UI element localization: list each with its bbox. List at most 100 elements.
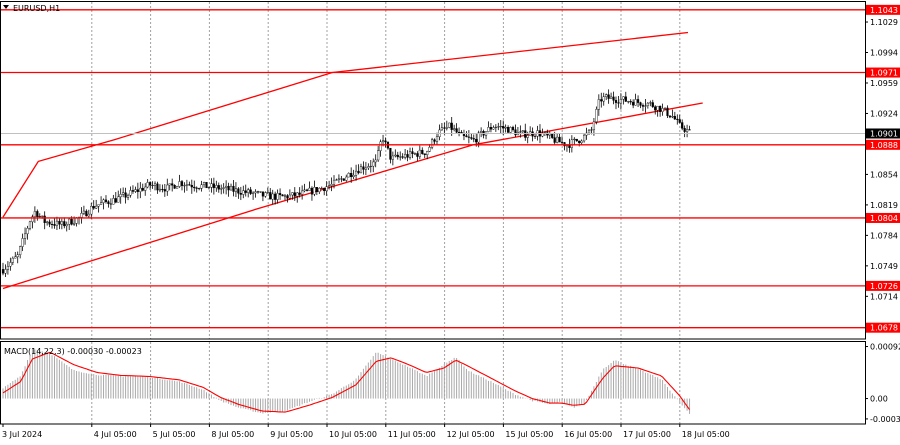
candle-body bbox=[551, 134, 553, 138]
candle-body bbox=[19, 247, 21, 255]
candle-body bbox=[51, 224, 53, 225]
candle-body bbox=[264, 193, 266, 197]
candle-body bbox=[36, 211, 38, 216]
candle-body bbox=[247, 190, 249, 193]
candle-body bbox=[233, 186, 235, 191]
y-tick-label: 1.0819 bbox=[870, 201, 898, 210]
candle-body bbox=[429, 147, 431, 151]
candle-body bbox=[350, 173, 352, 177]
candle-body bbox=[647, 103, 649, 106]
candle-body bbox=[556, 137, 558, 142]
candle-body bbox=[681, 123, 683, 129]
trend-channel bbox=[3, 33, 703, 289]
candle-body bbox=[640, 103, 642, 106]
candle-body bbox=[404, 154, 406, 157]
candle-body bbox=[412, 152, 414, 154]
candle-body bbox=[179, 181, 181, 186]
candle-body bbox=[274, 194, 276, 200]
symbol-label: EURUSD,H1 bbox=[13, 4, 60, 13]
candle-body bbox=[637, 99, 639, 102]
candle-body bbox=[453, 129, 455, 130]
candle-body bbox=[284, 196, 286, 197]
candle-body bbox=[215, 185, 217, 187]
y-tick-label: 1.0994 bbox=[870, 49, 898, 58]
y-tick-label: 1.0854 bbox=[870, 170, 898, 179]
candle-body bbox=[191, 185, 193, 187]
level-price-label: 1.0678 bbox=[870, 324, 898, 333]
candle-body bbox=[409, 152, 411, 158]
candle-body bbox=[500, 126, 502, 127]
candle-body bbox=[304, 190, 306, 191]
x-tick-label: 8 Jul 05:00 bbox=[211, 430, 254, 439]
candle-body bbox=[61, 221, 63, 224]
candle-body bbox=[380, 142, 382, 151]
symbol-header[interactable]: EURUSD,H1 bbox=[3, 4, 60, 13]
candle-body bbox=[583, 135, 585, 141]
candle-body bbox=[171, 184, 173, 186]
caret-down-icon[interactable] bbox=[3, 5, 9, 9]
candle-body bbox=[466, 136, 468, 137]
candle-body bbox=[108, 202, 110, 204]
candle-body bbox=[443, 128, 445, 129]
candle-body bbox=[29, 222, 31, 228]
candle-body bbox=[426, 151, 428, 154]
candle-body bbox=[600, 99, 602, 101]
candle-body bbox=[147, 182, 149, 187]
candle-body bbox=[510, 127, 512, 132]
x-tick-label: 3 Jul 2024 bbox=[2, 430, 42, 439]
candle-body bbox=[488, 127, 490, 131]
candle-body bbox=[336, 180, 338, 181]
candle-body bbox=[390, 148, 392, 159]
x-tick-label: 4 Jul 05:00 bbox=[94, 430, 137, 439]
candle-body bbox=[512, 127, 514, 129]
candle-body bbox=[34, 211, 36, 216]
candle-body bbox=[85, 211, 87, 216]
candle-body bbox=[331, 184, 333, 186]
candle-body bbox=[679, 120, 681, 123]
candle-body bbox=[301, 191, 303, 195]
candle-body bbox=[154, 184, 156, 185]
candle-body bbox=[54, 224, 56, 225]
candle-body bbox=[515, 130, 517, 135]
candle-body bbox=[338, 179, 340, 180]
candle-body bbox=[610, 97, 612, 99]
candle-body bbox=[49, 222, 51, 224]
candle-body bbox=[176, 187, 178, 189]
candle-body bbox=[58, 221, 60, 224]
candle-body bbox=[137, 190, 139, 192]
candle-body bbox=[419, 150, 421, 156]
candle-body bbox=[576, 139, 578, 141]
candle-body bbox=[240, 193, 242, 194]
candle-body bbox=[56, 221, 58, 225]
candle-body bbox=[255, 192, 257, 193]
candle-body bbox=[245, 191, 247, 193]
candle-body bbox=[559, 137, 561, 142]
candle-body bbox=[211, 184, 213, 188]
candle-body bbox=[110, 204, 112, 205]
current-price-label: 1.0901 bbox=[870, 129, 898, 138]
candle-body bbox=[632, 102, 634, 105]
candle-body bbox=[14, 257, 16, 258]
candle-body bbox=[142, 188, 144, 190]
x-tick-label: 10 Jul 05:00 bbox=[329, 430, 377, 439]
candle-body bbox=[478, 133, 480, 142]
y-tick-label: 1.0924 bbox=[870, 109, 898, 118]
candle-body bbox=[333, 180, 335, 184]
candle-body bbox=[348, 173, 350, 177]
candle-body bbox=[208, 187, 210, 188]
candle-body bbox=[434, 140, 436, 142]
candle-body bbox=[385, 141, 387, 142]
macd-y-tick-label: -0.00036 bbox=[870, 415, 900, 424]
candle-body bbox=[326, 187, 328, 191]
macd-histogram bbox=[3, 349, 690, 414]
candle-body bbox=[81, 213, 83, 217]
candle-body bbox=[188, 185, 190, 186]
candle-body bbox=[674, 116, 676, 119]
candle-body bbox=[414, 153, 416, 154]
candle-body bbox=[676, 119, 678, 120]
candle-body bbox=[7, 266, 9, 269]
candle-body bbox=[662, 108, 664, 111]
